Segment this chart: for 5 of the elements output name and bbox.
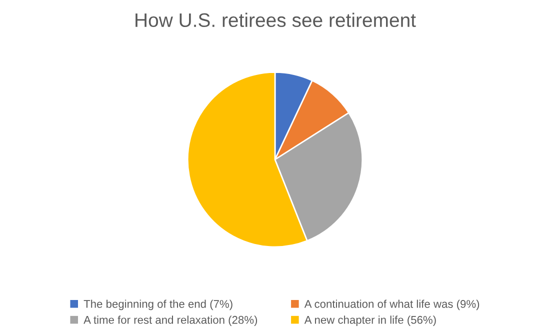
legend-label: A new chapter in life (56%) <box>304 316 436 326</box>
legend-label: A continuation of what life was (9%) <box>304 300 480 310</box>
legend-label: A time for rest and relaxation (28%) <box>84 316 258 326</box>
legend-label: The beginning of the end (7%) <box>84 300 232 310</box>
chart-title: How U.S. retirees see retirement <box>136 12 416 28</box>
